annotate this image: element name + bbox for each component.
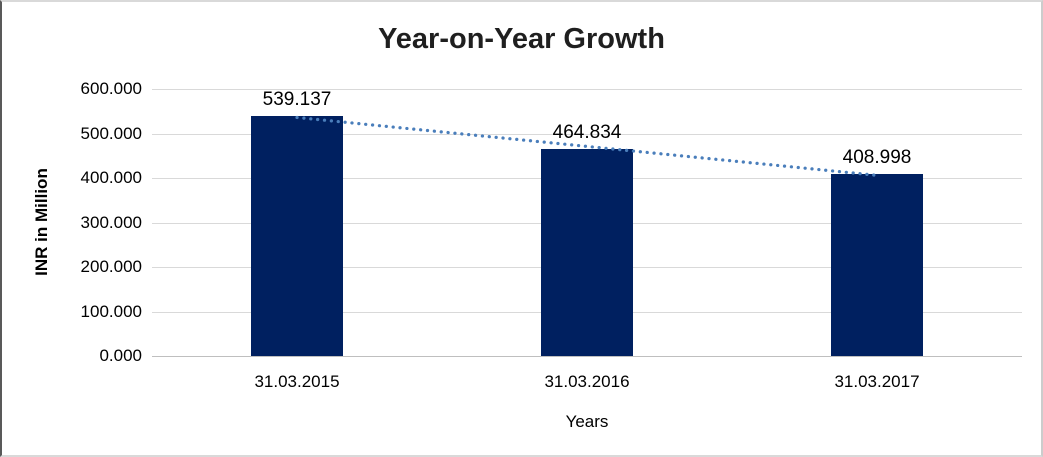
bar (831, 173, 923, 356)
bar (541, 149, 633, 356)
trendline-path (295, 115, 879, 177)
x-axis-line (152, 356, 1022, 357)
y-tick-label: 200.000 (80, 257, 142, 276)
bar (251, 116, 343, 356)
gridline (152, 89, 1022, 90)
x-tick-label: 31.03.2016 (544, 372, 630, 391)
data-label: 464.834 (552, 122, 622, 144)
trendline (295, 115, 879, 177)
gridline (152, 133, 1022, 135)
data-label: 539.137 (262, 89, 332, 111)
chart-title: Year-on-Year Growth (378, 23, 665, 55)
y-tick-label: 0.000 (99, 346, 142, 365)
y-tick-label: 100.000 (80, 301, 142, 321)
plot-area: 539.137 464.834 408.998 31.03.2015 31.03.20… (152, 89, 1022, 391)
x-axis-title: Years (565, 412, 609, 431)
x-tick-label: 31.03.2015 (254, 372, 340, 391)
y-tick-label: 500.000 (80, 123, 142, 143)
y-tick-label: 400.000 (80, 168, 142, 187)
x-tick-label: 31.03.2017 (834, 372, 920, 391)
y-tick-label: 300.000 (80, 212, 142, 232)
y-tick-label: 600.000 (80, 79, 142, 98)
data-label: 408.998 (842, 146, 912, 168)
